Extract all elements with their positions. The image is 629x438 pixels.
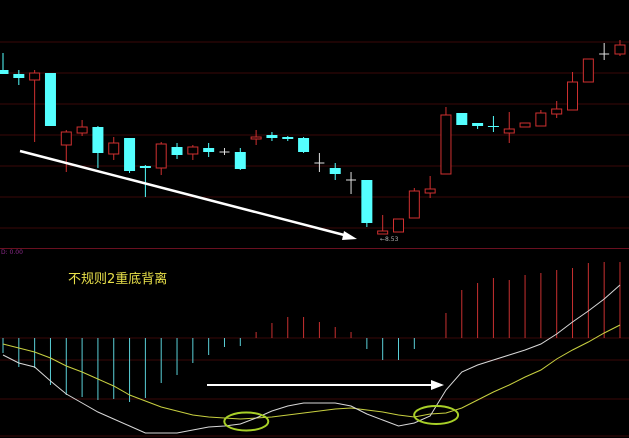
- candle-body-down: [171, 147, 183, 155]
- cross-highlight-circle: [223, 411, 270, 432]
- candle-body-down: [92, 127, 104, 153]
- candle-body-up: [503, 128, 515, 134]
- dea-line: [2, 324, 621, 420]
- candle-body-down: [487, 126, 499, 127]
- candle-body-down: [282, 137, 294, 139]
- candle-body-down: [456, 113, 468, 125]
- candle-body-down: [329, 168, 341, 174]
- candle-body-up: [187, 146, 199, 155]
- candle-body-down: [44, 73, 56, 126]
- divergence-arrow-head: [342, 231, 357, 240]
- candle-body-up: [250, 136, 262, 140]
- candle-body-up: [377, 230, 389, 235]
- candle-body-down: [472, 123, 484, 126]
- low-price-marker: ←8.53: [380, 236, 399, 243]
- candle-body-up: [582, 58, 594, 83]
- candle-body-down: [266, 135, 278, 138]
- candle-body-up: [393, 218, 404, 233]
- candle-body-up: [535, 112, 547, 127]
- candle-body-down: [124, 138, 136, 171]
- candle-body-down: [13, 74, 25, 78]
- candle-body-up: [108, 142, 120, 155]
- candle-body-down: [203, 148, 215, 152]
- candle-body-up: [551, 108, 563, 115]
- candle-body-up: [519, 122, 531, 128]
- dif-line: [2, 284, 621, 434]
- candle-body-up: [614, 44, 626, 55]
- candle-body-up: [567, 81, 579, 111]
- candle-body-down: [361, 180, 373, 223]
- candle-body-up: [60, 131, 72, 146]
- cross-highlight-circle: [413, 405, 460, 425]
- macd-pane-label: D: 0.00: [1, 249, 23, 256]
- candle-body-up: [440, 114, 452, 175]
- candle-body-down: [234, 152, 246, 169]
- macd-arrow-head: [431, 380, 444, 390]
- candle-body-up: [76, 126, 88, 134]
- candle-body-up: [155, 143, 167, 169]
- candle-body-up: [408, 190, 420, 219]
- candle-body-down: [0, 70, 9, 74]
- candle-body-down: [139, 166, 151, 168]
- divergence-arrow-line: [19, 149, 349, 238]
- candle-body-up: [424, 188, 436, 194]
- annotation-title: 不规则2重底背离: [68, 272, 168, 287]
- candle-body-down: [298, 138, 310, 152]
- candle-body-up: [29, 72, 41, 81]
